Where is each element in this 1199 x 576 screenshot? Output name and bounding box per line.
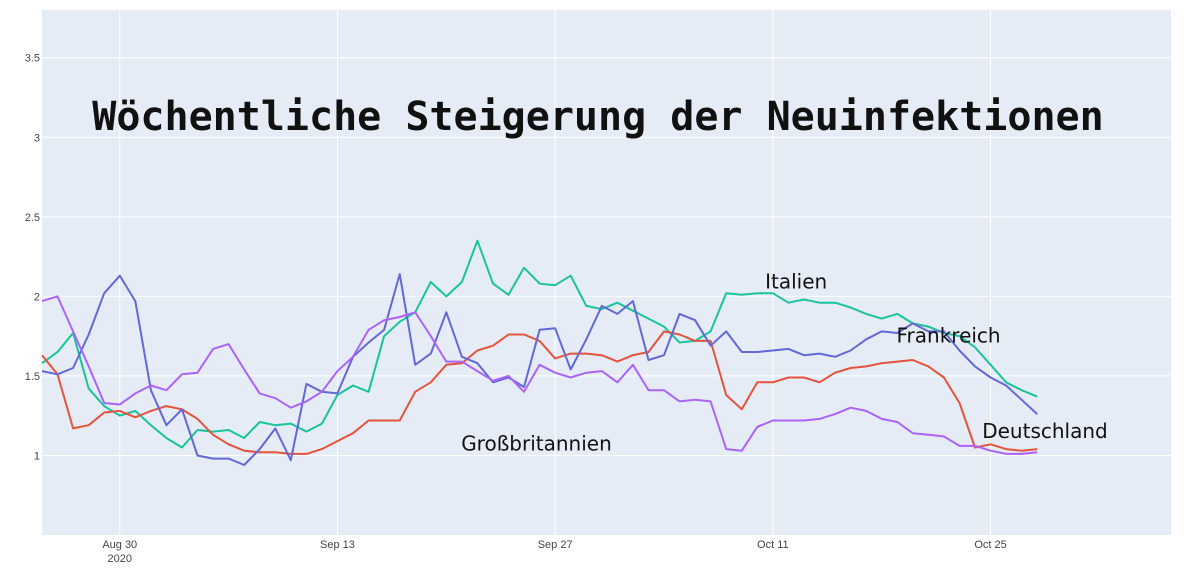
plot-background — [42, 10, 1171, 535]
annotation-label: Italien — [765, 269, 827, 293]
y-tick-label: 3.5 — [25, 53, 40, 65]
y-tick-label: 2 — [34, 291, 40, 303]
annotation-label: Deutschland — [982, 419, 1108, 443]
series-line-großbritannien — [41, 295, 1038, 455]
y-tick-label: 3 — [34, 132, 40, 144]
y-axis: 1 1.5 2 2.5 3 3.5 — [25, 53, 40, 463]
series-line-deutschland — [41, 273, 1038, 466]
series-annotations: Italien Frankreich Deutschland Großbritanni… — [461, 269, 1108, 455]
y-tick-label: 1 — [34, 450, 40, 462]
series-lines — [41, 239, 1038, 466]
y-tick-label: 2.5 — [25, 212, 40, 224]
gridlines — [42, 10, 1171, 535]
chart-title: Wöchentliche Steigerung der Neuinfektion… — [92, 94, 1103, 140]
x-tick-label: Oct 11 — [757, 539, 789, 551]
annotation-label: Großbritannien — [461, 432, 612, 456]
x-axis: Aug 30 2020 Sep 13 Sep 27 Oct 11 Oct 25 — [102, 539, 1006, 565]
x-tick-label: Sep 13 — [320, 539, 355, 551]
x-tick-label: Sep 27 — [538, 539, 573, 551]
x-tick-label: Oct 25 — [974, 539, 1006, 551]
x-tick-sublabel: 2020 — [108, 553, 132, 565]
series-line-frankreich — [41, 330, 1038, 455]
annotation-label: Frankreich — [897, 324, 1001, 348]
y-tick-label: 1.5 — [25, 371, 40, 383]
series-line-italien — [41, 239, 1038, 449]
x-tick-label: Aug 30 — [102, 539, 137, 551]
